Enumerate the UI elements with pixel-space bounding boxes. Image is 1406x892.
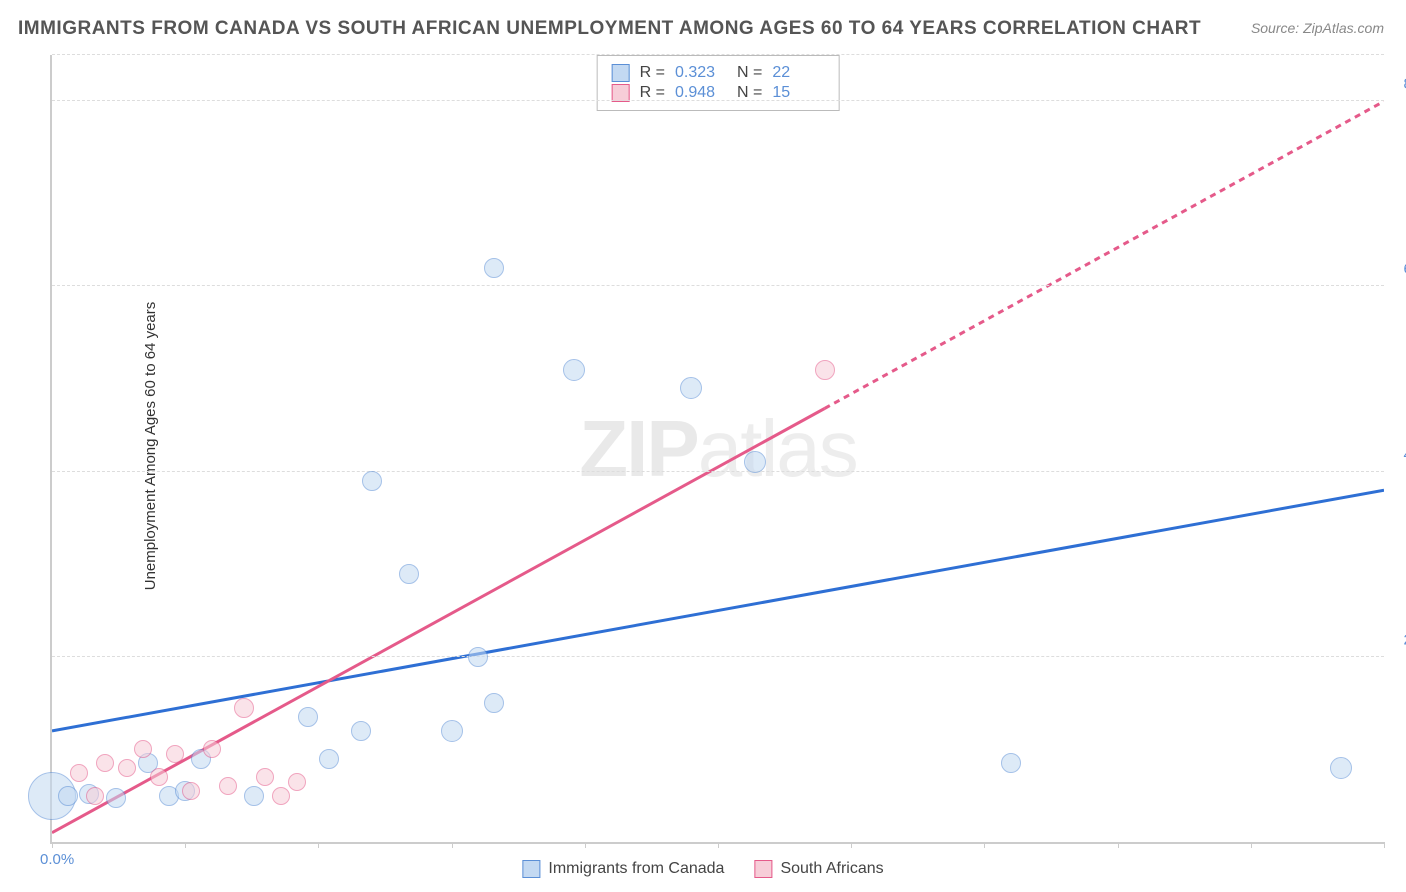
- data-point: [244, 786, 264, 806]
- data-point: [106, 788, 126, 808]
- legend-r-label: R =: [640, 84, 665, 102]
- legend-label: Immigrants from Canada: [548, 860, 724, 878]
- data-point: [815, 360, 835, 380]
- x-axis-tick: [585, 842, 586, 848]
- legend-n-value: 22: [772, 64, 824, 82]
- legend-r-label: R =: [640, 64, 665, 82]
- data-point: [219, 777, 237, 795]
- x-axis-tick: [1118, 842, 1119, 848]
- data-point: [96, 754, 114, 772]
- data-point: [70, 764, 88, 782]
- gridline: [52, 54, 1384, 55]
- data-point: [484, 693, 504, 713]
- data-point: [298, 707, 318, 727]
- legend-item: South Africans: [754, 860, 883, 878]
- watermark-thin: atlas: [698, 404, 857, 493]
- data-point: [118, 759, 136, 777]
- legend-r-value: 0.948: [675, 84, 727, 102]
- x-axis-tick: [318, 842, 319, 848]
- legend-swatch: [612, 64, 630, 82]
- correlation-legend: R = 0.323 N = 22 R = 0.948 N = 15: [597, 55, 840, 111]
- data-point: [744, 451, 766, 473]
- legend-swatch: [612, 84, 630, 102]
- legend-n-label: N =: [737, 64, 762, 82]
- scatter-plot-area: ZIPatlas R =0.323N =22R =0.948N =15 0.0%…: [50, 55, 1384, 844]
- legend-item: Immigrants from Canada: [522, 860, 724, 878]
- x-axis-tick: [52, 842, 53, 848]
- x-axis-tick-first: 0.0%: [40, 851, 74, 868]
- data-point: [468, 647, 488, 667]
- data-point: [203, 740, 221, 758]
- legend-n-label: N =: [737, 84, 762, 102]
- data-point: [362, 471, 382, 491]
- legend-swatch: [522, 860, 540, 878]
- x-axis-tick: [1251, 842, 1252, 848]
- data-point: [319, 749, 339, 769]
- series-legend: Immigrants from Canada South Africans: [522, 860, 883, 878]
- x-axis-tick: [1384, 842, 1385, 848]
- watermark: ZIPatlas: [579, 403, 856, 495]
- data-point: [484, 258, 504, 278]
- gridline: [52, 100, 1384, 101]
- data-point: [399, 564, 419, 584]
- data-point: [86, 787, 104, 805]
- data-point: [182, 782, 200, 800]
- data-point: [272, 787, 290, 805]
- x-axis-tick: [718, 842, 719, 848]
- x-axis-tick: [452, 842, 453, 848]
- data-point: [256, 768, 274, 786]
- data-point: [563, 359, 585, 381]
- data-point: [441, 720, 463, 742]
- data-point: [134, 740, 152, 758]
- x-axis-tick: [851, 842, 852, 848]
- legend-swatch: [754, 860, 772, 878]
- data-point: [288, 773, 306, 791]
- trendlines-layer: [52, 55, 1384, 842]
- legend-r-value: 0.323: [675, 64, 727, 82]
- gridline: [52, 285, 1384, 286]
- watermark-bold: ZIP: [579, 404, 697, 493]
- data-point: [150, 768, 168, 786]
- data-point: [1001, 753, 1021, 773]
- data-point: [680, 377, 702, 399]
- data-point: [1330, 757, 1352, 779]
- data-point: [166, 745, 184, 763]
- data-point: [234, 698, 254, 718]
- chart-title: IMMIGRANTS FROM CANADA VS SOUTH AFRICAN …: [18, 18, 1201, 40]
- gridline: [52, 471, 1384, 472]
- x-axis-tick: [984, 842, 985, 848]
- legend-row: R = 0.948 N = 15: [612, 84, 825, 102]
- legend-label: South Africans: [780, 860, 883, 878]
- legend-n-value: 15: [772, 84, 824, 102]
- gridline: [52, 656, 1384, 657]
- source-attribution: Source: ZipAtlas.com: [1251, 20, 1384, 36]
- legend-row: R = 0.323 N = 22: [612, 64, 825, 82]
- x-axis-tick: [185, 842, 186, 848]
- data-point: [58, 786, 78, 806]
- data-point: [351, 721, 371, 741]
